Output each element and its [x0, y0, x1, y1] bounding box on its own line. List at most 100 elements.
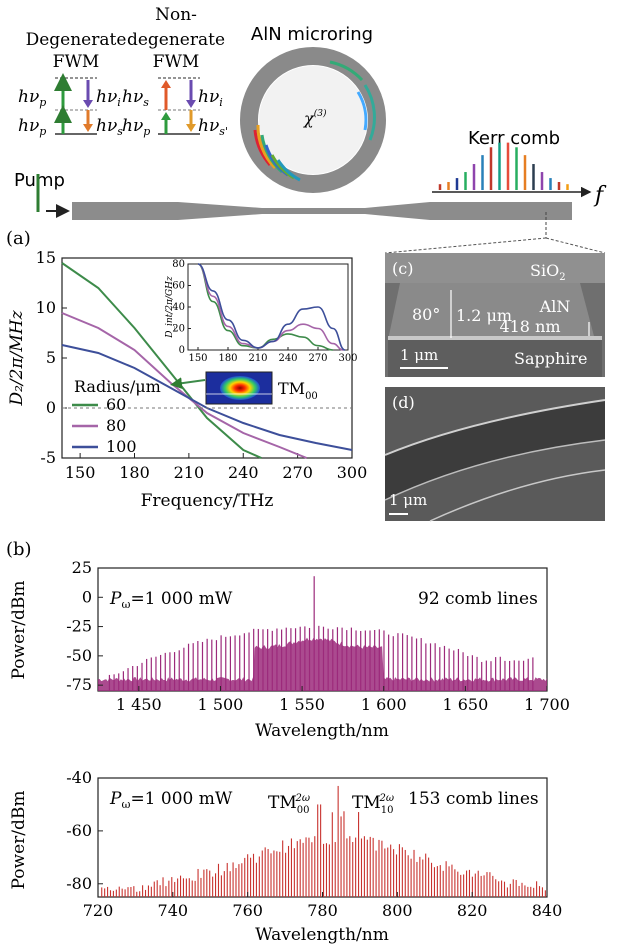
inset-x-tick-label: 210 — [248, 353, 267, 364]
spec2-x-tick-label: 800 — [382, 901, 413, 920]
x-tick-label: 210 — [174, 463, 205, 482]
inset-y-tick-label: 40 — [172, 302, 185, 313]
degenerate-title-line2: FWM — [53, 52, 100, 72]
hv-p-label-2: hνp — [18, 116, 46, 138]
inset-y-tick-label: 20 — [172, 324, 185, 335]
nondegenerate-title-line3: FWM — [153, 52, 200, 72]
x-tick-label: 240 — [228, 463, 259, 482]
mode1-label: TM002ω — [268, 793, 310, 816]
spec2-x-tick-label: 740 — [158, 901, 189, 920]
hv-p-label-1: hνp — [18, 87, 46, 109]
mode2-label: TM102ω — [352, 793, 394, 816]
frequency-axis-label: f — [593, 183, 607, 208]
degenerate-labels: hνp hνp hνi hνs — [18, 87, 123, 138]
spectrum-visible-power: Pω=1 000 mW — [109, 789, 233, 811]
spec1-y-tick-label: -75 — [66, 675, 92, 694]
spec2-x-tick-label: 760 — [232, 901, 263, 920]
aln-label: AlN — [539, 297, 571, 316]
angle-label: 80° — [412, 305, 440, 324]
spectrum-ir-xlabel: Wavelength/nm — [255, 721, 389, 741]
spec2-y-tick-label: -60 — [66, 821, 92, 840]
nondegenerate-title-line1: Non- — [155, 5, 197, 25]
legend-label-100: 100 — [106, 437, 137, 456]
dispersion-ylabel: D₂/2π/MHz — [7, 309, 27, 406]
spectrum-ir-power: Pω=1 000 mW — [109, 589, 233, 611]
hv-s-label-1: hνs — [96, 116, 123, 138]
inset-series-100 — [197, 263, 346, 351]
inset-x-tick-label: 240 — [278, 353, 297, 364]
y-tick-label: 10 — [36, 298, 56, 317]
x-tick-label: 270 — [282, 463, 313, 482]
spectrum-visible-comb-lines: 153 comb lines — [408, 789, 539, 809]
y-tick-label: 5 — [46, 348, 56, 367]
spectrum-ir-ylabel: Power/dBm — [9, 581, 29, 680]
spec1-x-tick-label: 1 550 — [279, 695, 325, 714]
degenerate-title-line1: Degenerate — [26, 30, 127, 50]
dispersion-xlabel: Frequency/THz — [141, 491, 274, 511]
panel-label-b: (b) — [6, 539, 32, 560]
inset-ylabel: D_int/2π/GHz — [165, 276, 175, 339]
degenerate-energy-diagram — [54, 73, 97, 135]
spectrum-visible-ylabel: Power/dBm — [9, 791, 29, 890]
kerr-comb-lines — [438, 142, 569, 190]
dispersion-legend: 60 80 100 — [72, 395, 137, 456]
nondegenerate-energy-diagram — [158, 77, 200, 135]
spectrum-ir: 1 450 1 500 1 550 1 600 1 650 1 700 25 0 -25 -50 -… — [9, 558, 570, 741]
sio2-label: SiO2 — [530, 261, 566, 283]
schematic: Degenerate FWM Non- degenerate FWM hνp h… — [6, 5, 607, 254]
spec1-pedestal — [98, 637, 547, 691]
spec1-y-tick-label: -25 — [66, 617, 92, 636]
spectrum-visible: 720 740 760 780 800 820 840 -40 -60 -80 Power/dBm… — [9, 768, 562, 945]
spec1-y-tick-label: 25 — [72, 558, 92, 577]
spec1-x-tick-label: 1 650 — [442, 695, 488, 714]
panel-label-c: (c) — [392, 259, 413, 278]
scale-label-d: 1 μm — [389, 491, 427, 509]
x-tick-label: 180 — [119, 463, 150, 482]
panel-label-a: (a) — [6, 228, 31, 249]
legend-label-80: 80 — [106, 416, 126, 435]
spec1-y-tick-label: 0 — [82, 587, 92, 606]
spec2-y-tick-label: -40 — [66, 768, 92, 787]
sem-image-d: (d) 1 μm — [384, 387, 606, 522]
spec2-x-tick-label: 720 — [83, 901, 114, 920]
spec2-x-tick-label: 840 — [532, 901, 563, 920]
y-tick-label: -5 — [40, 448, 56, 467]
hv-i-label-2: hνi — [198, 87, 223, 109]
hv-p-label-3: hνp — [122, 116, 150, 138]
y-tick-label: 0 — [46, 398, 56, 417]
legend-title: Radius/μm — [74, 377, 161, 396]
inset-x-tick-label: 270 — [308, 353, 327, 364]
inset-y-tick-label: 80 — [172, 259, 185, 270]
kerr-comb-label: Kerr comb — [468, 128, 560, 149]
inset-x-tick-label: 150 — [188, 353, 207, 364]
mode-profile-image — [205, 371, 273, 405]
microring: χ(3) — [240, 47, 386, 193]
panel-label-d: (d) — [392, 393, 415, 412]
x-tick-label: 150 — [65, 463, 96, 482]
spectrum-ir-comb-lines: 92 comb lines — [418, 589, 538, 609]
sem-image-c: (c) SiO2 AlN 418 nm 1.2 μm 80° 1 μm Sapp… — [385, 253, 605, 377]
spec1-y-tick-label: -50 — [66, 646, 92, 665]
legend-label-60: 60 — [106, 395, 126, 414]
spec2-y-tick-label: -80 — [66, 874, 92, 893]
waveguide — [72, 202, 572, 220]
y-tick-label: 15 — [36, 248, 56, 267]
hv-s-prime-label: hνs' — [198, 116, 228, 138]
inset-x-tick-label: 180 — [218, 353, 237, 364]
inset-y-tick-label: 60 — [172, 281, 185, 292]
hv-i-label-1: hνi — [96, 87, 121, 109]
inset-y-tick-label: 0 — [179, 345, 185, 356]
inset-frame — [187, 263, 349, 351]
mode-pointer-arrow — [170, 377, 206, 390]
microring-title: AlN microring — [251, 24, 373, 45]
spec1-x-tick-label: 1 450 — [116, 695, 162, 714]
scale-label-c: 1 μm — [400, 346, 438, 364]
thickness-label: 418 nm — [499, 317, 560, 336]
hv-s-label-2: hνs — [122, 87, 149, 109]
chi3-label: χ(3) — [303, 108, 327, 128]
spec1-x-tick-label: 1 700 — [524, 695, 570, 714]
inset-series-60 — [197, 263, 334, 351]
dispersion-series-60 — [61, 262, 262, 459]
spec1-x-tick-label: 1 500 — [198, 695, 244, 714]
